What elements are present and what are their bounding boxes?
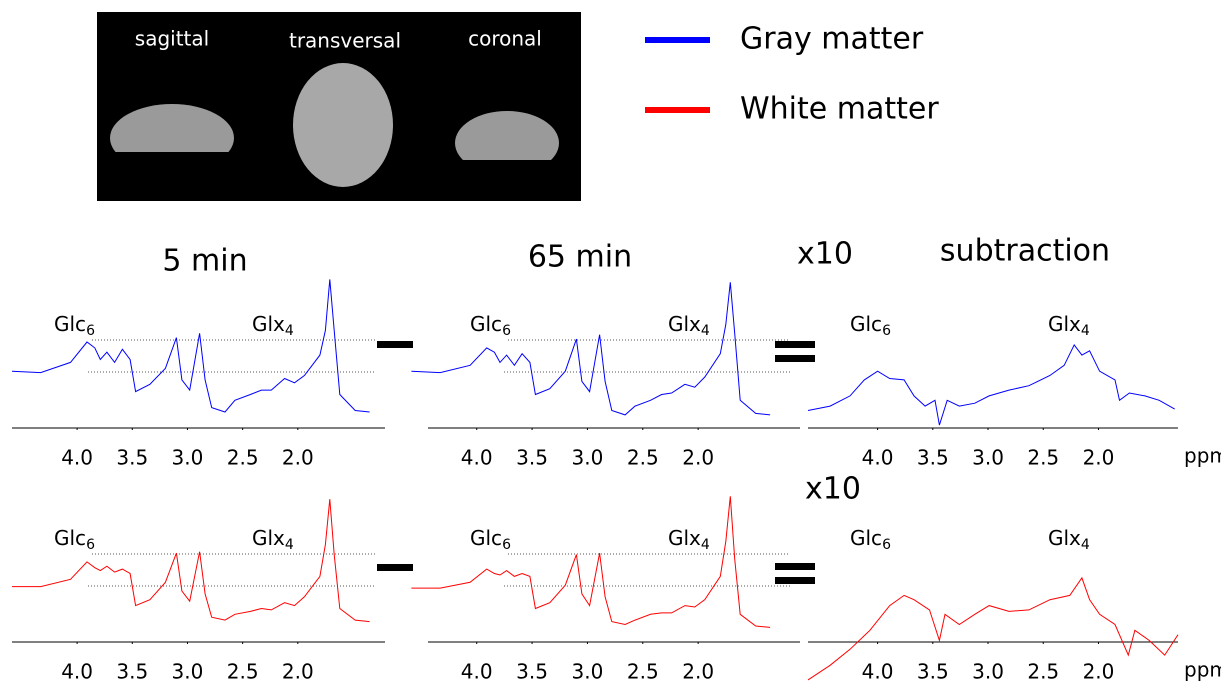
peak-subscript: 6 [86,537,95,553]
minus-sign [377,564,413,571]
x-tick-label: 3.5 [917,660,949,684]
peak-name: Glc [850,526,882,550]
x-tick-label: 2.5 [227,446,259,470]
x-tick-label: 2.0 [682,660,714,684]
minus-sign [377,341,413,348]
x-tick-label: 3.0 [972,660,1004,684]
peak-subscript: 4 [285,537,294,553]
peak-name: Glc [54,312,86,336]
equals-sign [775,577,815,584]
image-label: coronal [468,27,542,51]
peak-label: Glx4 [252,312,294,340]
spectrum-line [807,576,1179,681]
x-tick-label: 2.0 [682,446,714,470]
peak-name: Glx [1048,526,1081,550]
panel-title: subtraction [940,234,1110,269]
peak-subscript: 4 [701,537,710,553]
peak-name: Glc [470,312,502,336]
peak-subscript: 6 [882,537,891,553]
peak-label: Glx4 [252,526,294,554]
peak-label: Glx4 [668,312,710,340]
x-tick-label: 3.5 [116,446,148,470]
peak-subscript: 4 [1081,323,1090,339]
panel-title: 5 min [162,244,247,279]
peak-label: Glc6 [850,526,891,554]
panel-title: 65 min [528,240,632,275]
coronal-image [455,111,559,175]
mask [105,152,240,182]
peak-subscript: 4 [285,323,294,339]
spectrum-line [12,499,370,623]
legend-label: Gray matter [740,22,924,57]
x-tick-label: 3.5 [516,660,548,684]
spectrum-line [411,282,771,416]
equals-sign [775,563,815,570]
x-tick-label: 4.0 [461,660,493,684]
peak-name: Glc [850,312,882,336]
peak-label: Glc6 [850,312,891,340]
x-tick-label: 3.0 [572,660,604,684]
peak-label: Glc6 [54,526,95,554]
x-tick-label: 3.0 [972,446,1004,470]
peak-subscript: 6 [502,537,511,553]
peak-label: Glx4 [1048,526,1090,554]
peak-label: Glc6 [54,312,95,340]
x-tick-label: 2.0 [1083,660,1115,684]
x-axis-label: ppm [1184,444,1221,468]
peak-name: Glc [54,526,86,550]
x-tick-label: 2.5 [627,660,659,684]
legend-label: White matter [740,92,939,127]
peak-label: Glx4 [668,526,710,554]
peak-subscript: 6 [86,323,95,339]
x-tick-label: 2.5 [1027,446,1059,470]
x-tick-label: 3.0 [172,446,204,470]
peak-label: Glx4 [1048,312,1090,340]
x-tick-label: 4.0 [61,660,93,684]
equals-sign [775,341,815,348]
x-tick-label: 2.5 [1027,660,1059,684]
scale-label: x10 [805,472,861,507]
peak-label: Glc6 [470,526,511,554]
x-tick-label: 3.0 [172,660,204,684]
peak-name: Glx [1048,312,1081,336]
x-tick-label: 2.0 [1083,446,1115,470]
x-tick-label: 3.0 [572,446,604,470]
peak-subscript: 6 [882,323,891,339]
x-tick-label: 4.0 [461,446,493,470]
x-tick-label: 3.5 [917,446,949,470]
x-tick-label: 4.0 [862,446,894,470]
spectrum-line [411,496,771,628]
image-label: transversal [289,29,401,53]
x-axis-label: ppm [1184,658,1221,682]
peak-subscript: 6 [502,323,511,339]
scale-label: x10 [797,237,853,272]
peak-subscript: 4 [1081,537,1090,553]
x-tick-label: 3.5 [116,660,148,684]
peak-name: Glx [252,312,285,336]
image-label: sagittal [135,27,209,51]
peak-subscript: 4 [701,323,710,339]
mask [450,160,570,190]
x-tick-label: 4.0 [61,446,93,470]
x-tick-label: 2.5 [227,660,259,684]
x-tick-label: 4.0 [862,660,894,684]
peak-name: Glx [668,312,701,336]
x-tick-label: 2.0 [282,660,314,684]
transversal-image [293,63,393,187]
peak-name: Glx [252,526,285,550]
peak-label: Glc6 [470,312,511,340]
x-tick-label: 2.0 [282,446,314,470]
x-tick-label: 2.5 [627,446,659,470]
equals-sign [775,355,815,362]
spectrum-line [807,343,1175,426]
peak-name: Glx [668,526,701,550]
peak-name: Glc [470,526,502,550]
spectrum-line [11,279,370,413]
x-tick-label: 3.5 [516,446,548,470]
